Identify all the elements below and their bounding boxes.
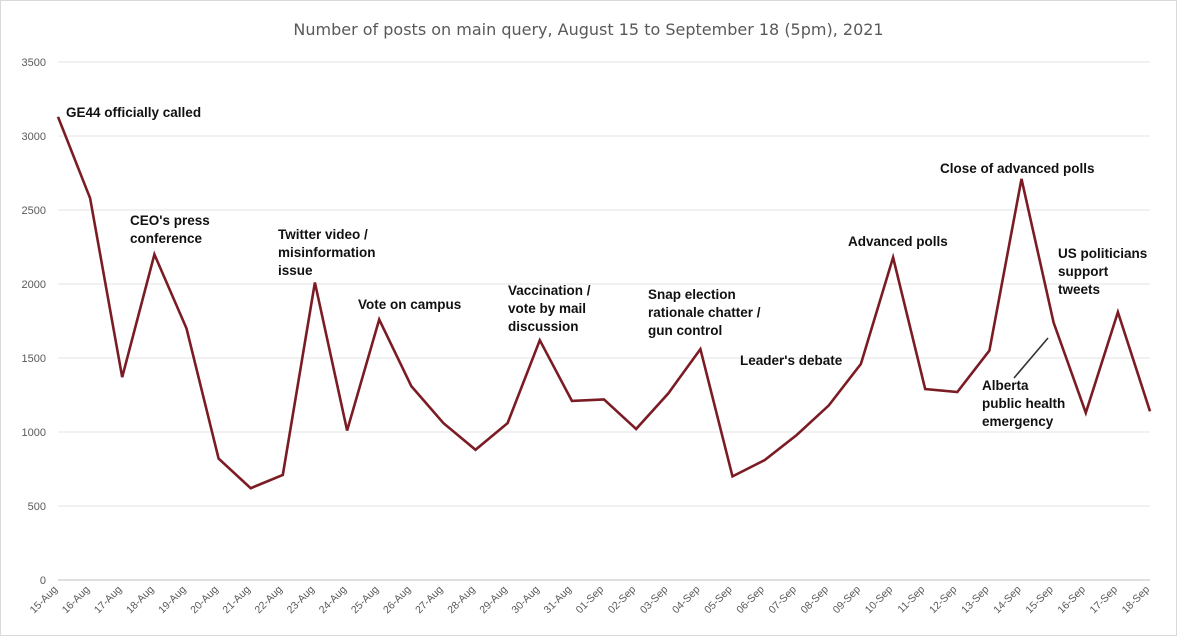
annotation-line: Snap election xyxy=(648,287,736,302)
x-tick-label: 02-Sep xyxy=(606,584,639,617)
series-line xyxy=(56,116,1152,490)
x-tick-label: 25-Aug xyxy=(349,584,382,617)
x-tick-label: 11-Sep xyxy=(895,584,927,616)
y-tick-label: 500 xyxy=(28,501,46,513)
annotation-twitter: Twitter video / misinformation issue xyxy=(278,226,376,280)
y-tick-label: 2500 xyxy=(22,205,46,217)
x-tick-label: 17-Aug xyxy=(92,584,125,617)
annotation-line: vote by mail xyxy=(508,301,587,316)
annotation-advpolls: Advanced polls xyxy=(848,233,948,251)
annotation-line: Vote on campus xyxy=(358,297,462,312)
annotation-leader-line xyxy=(1013,337,1049,379)
y-tick-label: 0 xyxy=(40,575,46,587)
annotation-line: GE44 officially called xyxy=(66,105,202,120)
annotation-line: emergency xyxy=(982,414,1054,429)
x-tick-label: 18-Sep xyxy=(1120,584,1153,617)
chart-title: Number of posts on main query, August 15… xyxy=(293,20,884,39)
annotation-line: issue xyxy=(278,263,313,278)
annotation-line: US politicians xyxy=(1058,246,1148,261)
annotation-line: rationale chatter / xyxy=(648,305,761,320)
x-tick-label: 05-Sep xyxy=(702,584,735,617)
y-tick-label: 3000 xyxy=(22,131,46,143)
annotation-closepolls: Close of advanced polls xyxy=(940,160,1095,178)
x-tick-label: 08-Sep xyxy=(799,584,832,617)
annotation-uspol: US politicians support tweets xyxy=(1058,245,1147,299)
annotation-alberta: Alberta public health emergency xyxy=(982,377,1065,431)
x-tick-label: 16-Sep xyxy=(1055,584,1088,617)
x-tick-label: 09-Sep xyxy=(831,584,864,617)
x-tick-label: 22-Aug xyxy=(253,584,286,617)
x-tick-label: 06-Sep xyxy=(734,584,767,617)
x-tick-label: 30-Aug xyxy=(509,584,542,617)
annotation-line: Vaccination / xyxy=(508,283,591,298)
annotation-line: public health xyxy=(982,396,1066,411)
x-tick-label: 01-Sep xyxy=(574,584,607,617)
x-tick-label: 23-Aug xyxy=(285,584,318,617)
x-tick-label: 07-Sep xyxy=(766,584,799,617)
x-tick-label: 12-Sep xyxy=(927,584,960,617)
y-tick-label: 1500 xyxy=(22,353,46,365)
annotation-snap: Snap election rationale chatter / gun cont… xyxy=(648,286,761,340)
annotation-line: support xyxy=(1058,264,1109,279)
annotation-line: conference xyxy=(130,231,203,246)
annotation-line: Leader's debate xyxy=(740,353,843,368)
x-tick-label: 18-Aug xyxy=(124,584,157,617)
x-tick-label: 27-Aug xyxy=(413,584,446,617)
y-tick-label: 3500 xyxy=(22,57,46,69)
annotation-line: Alberta xyxy=(982,378,1029,393)
annotation-line: discussion xyxy=(508,319,579,334)
annotation-line: misinformation xyxy=(278,245,376,260)
x-tick-label: 16-Aug xyxy=(60,584,93,617)
x-tick-label: 17-Sep xyxy=(1088,584,1121,617)
x-tick-label: 14-Sep xyxy=(991,584,1024,617)
x-tick-label: 28-Aug xyxy=(445,584,478,617)
x-tick-label: 19-Aug xyxy=(156,584,189,617)
x-tick-label: 15-Aug xyxy=(28,584,61,617)
x-tick-label: 04-Sep xyxy=(670,584,703,617)
x-tick-label: 21-Aug xyxy=(220,584,253,617)
y-tick-label: 1000 xyxy=(22,427,46,439)
x-tick-label: 10-Sep xyxy=(863,584,896,617)
annotation-line: CEO's press xyxy=(130,213,210,228)
x-tick-label: 24-Aug xyxy=(317,584,350,617)
annotation-line: gun control xyxy=(648,323,723,338)
annotation-ge44: GE44 officially called xyxy=(66,104,201,122)
annotation-line: Twitter video / xyxy=(278,227,368,242)
x-tick-label: 29-Aug xyxy=(477,584,510,617)
annotation-vaccination: Vaccination / vote by mail discussion xyxy=(508,282,591,336)
x-tick-label: 15-Sep xyxy=(1023,584,1056,617)
annotation-campus: Vote on campus xyxy=(358,296,461,314)
x-tick-label: 20-Aug xyxy=(188,584,221,617)
annotation-line: Advanced polls xyxy=(848,234,948,249)
x-tick-label: 03-Sep xyxy=(638,584,671,617)
annotation-line: Close of advanced polls xyxy=(940,161,1095,176)
y-tick-label: 2000 xyxy=(22,279,46,291)
annotation-ceo: CEO's press conference xyxy=(130,212,210,248)
x-tick-label: 13-Sep xyxy=(959,584,992,617)
x-tick-label: 31-Aug xyxy=(542,584,575,617)
annotation-line: tweets xyxy=(1058,282,1101,297)
x-tick-label: 26-Aug xyxy=(381,584,414,617)
annotation-debate: Leader's debate xyxy=(740,352,842,370)
